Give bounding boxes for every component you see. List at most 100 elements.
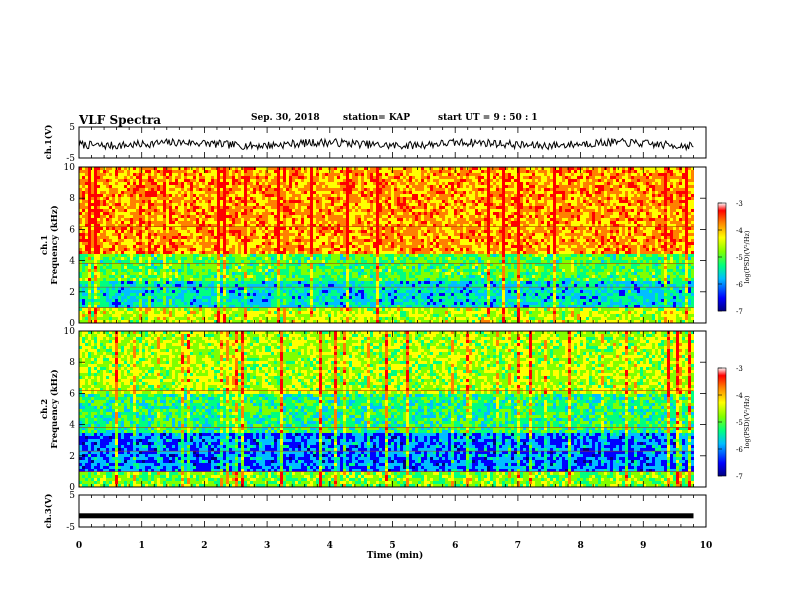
spectrogram-cell xyxy=(151,191,154,194)
spectrogram-cell xyxy=(142,275,145,278)
spectrogram-cell xyxy=(136,176,139,179)
spectrogram-cell xyxy=(103,242,106,245)
spectrogram-cell xyxy=(136,188,139,191)
spectrogram-cell xyxy=(223,311,226,314)
spectrogram-cell xyxy=(253,281,256,284)
spectrogram-cell xyxy=(277,260,280,263)
spectrogram-cell xyxy=(142,233,145,236)
spectrogram-cell xyxy=(178,218,181,221)
spectrogram-cell xyxy=(157,302,160,305)
spectrogram-cell xyxy=(319,248,322,251)
spectrogram-cell xyxy=(361,209,364,212)
spectrogram-cell xyxy=(310,272,313,275)
spectrogram-cell xyxy=(262,296,265,299)
spectrogram-cell xyxy=(322,215,325,218)
spectrogram-cell xyxy=(325,278,328,281)
spectrogram-cell xyxy=(340,248,343,251)
spectrogram-cell xyxy=(145,251,148,254)
spectrogram-cell xyxy=(355,254,358,257)
spectrogram-cell xyxy=(172,311,175,314)
spectrogram-cell xyxy=(289,221,292,224)
spectrogram-cell xyxy=(307,302,310,305)
spectrogram-cell xyxy=(121,197,124,200)
spectrogram-cell xyxy=(175,296,178,299)
spectrogram-cell xyxy=(157,203,160,206)
spectrogram-cell xyxy=(91,176,94,179)
spectrogram-cell xyxy=(184,230,187,233)
spectrogram-cell xyxy=(340,311,343,314)
spectrogram-cell xyxy=(244,257,247,260)
spectrogram-cell xyxy=(295,296,298,299)
spectrogram-cell xyxy=(193,302,196,305)
spectrogram-cell xyxy=(346,248,349,251)
spectrogram-cell xyxy=(91,269,94,272)
spectrogram-cell xyxy=(349,173,352,176)
spectrogram-cell xyxy=(361,242,364,245)
spectrogram-cell xyxy=(352,182,355,185)
spectrogram-cell xyxy=(256,236,259,239)
spectrogram-cell xyxy=(253,191,256,194)
spectrogram-cell xyxy=(334,191,337,194)
spectrogram-cell xyxy=(298,191,301,194)
spectrogram-cell xyxy=(244,254,247,257)
spectrogram-cell xyxy=(223,185,226,188)
spectrogram-cell xyxy=(193,173,196,176)
spectrogram-cell xyxy=(364,215,367,218)
spectrogram-cell xyxy=(112,281,115,284)
spectrogram-cell xyxy=(235,203,238,206)
spectrogram-cell xyxy=(358,260,361,263)
spectrogram-cell xyxy=(160,278,163,281)
spectrogram-cell xyxy=(304,236,307,239)
spectrogram-cell xyxy=(157,212,160,215)
spectrogram-cell xyxy=(277,311,280,314)
spectrogram-cell xyxy=(331,203,334,206)
spectrogram-cell xyxy=(82,230,85,233)
spectrogram-cell xyxy=(283,206,286,209)
spectrogram-cell xyxy=(316,287,319,290)
spectrogram-cell xyxy=(319,275,322,278)
spectrogram-cell xyxy=(307,197,310,200)
spectrogram-cell xyxy=(217,242,220,245)
spectrogram-cell xyxy=(199,299,202,302)
spectrogram-cell xyxy=(343,275,346,278)
spectrogram-cell xyxy=(226,173,229,176)
spectrogram-cell xyxy=(136,299,139,302)
spectrogram-cell xyxy=(124,275,127,278)
spectrogram-cell xyxy=(154,257,157,260)
spectrogram-cell xyxy=(118,296,121,299)
spectrogram-cell xyxy=(82,245,85,248)
spectrogram-cell xyxy=(217,290,220,293)
spectrogram-cell xyxy=(91,248,94,251)
spectrogram-cell xyxy=(310,281,313,284)
spectrogram-cell xyxy=(166,293,169,296)
spectrogram-cell xyxy=(196,275,199,278)
spectrogram-cell xyxy=(211,239,214,242)
spectrogram-cell xyxy=(256,221,259,224)
spectrogram-cell xyxy=(211,251,214,254)
spectrogram-cell xyxy=(142,281,145,284)
spectrogram-cell xyxy=(229,266,232,269)
spectrogram-cell xyxy=(178,266,181,269)
spectrogram-cell xyxy=(277,287,280,290)
spectrogram-cell xyxy=(91,299,94,302)
spectrogram-cell xyxy=(94,200,97,203)
spectrogram-cell xyxy=(196,239,199,242)
spectrogram-cell xyxy=(331,302,334,305)
spectrogram-cell xyxy=(139,302,142,305)
spectrogram-cell xyxy=(340,182,343,185)
spectrogram-cell xyxy=(82,266,85,269)
spectrogram-cell xyxy=(310,188,313,191)
spectrogram-cell xyxy=(262,242,265,245)
spectrogram-cell xyxy=(172,281,175,284)
spectrogram-cell xyxy=(124,266,127,269)
spectrogram-cell xyxy=(223,170,226,173)
spectrogram-cell xyxy=(97,317,100,320)
spectrogram-cell xyxy=(190,281,193,284)
spectrogram-cell xyxy=(190,191,193,194)
spectrogram-cell xyxy=(109,173,112,176)
spectrogram-cell xyxy=(184,311,187,314)
spectrogram-cell xyxy=(319,206,322,209)
spectrogram-cell xyxy=(250,299,253,302)
spectrogram-cell xyxy=(166,191,169,194)
spectrogram-cell xyxy=(295,227,298,230)
